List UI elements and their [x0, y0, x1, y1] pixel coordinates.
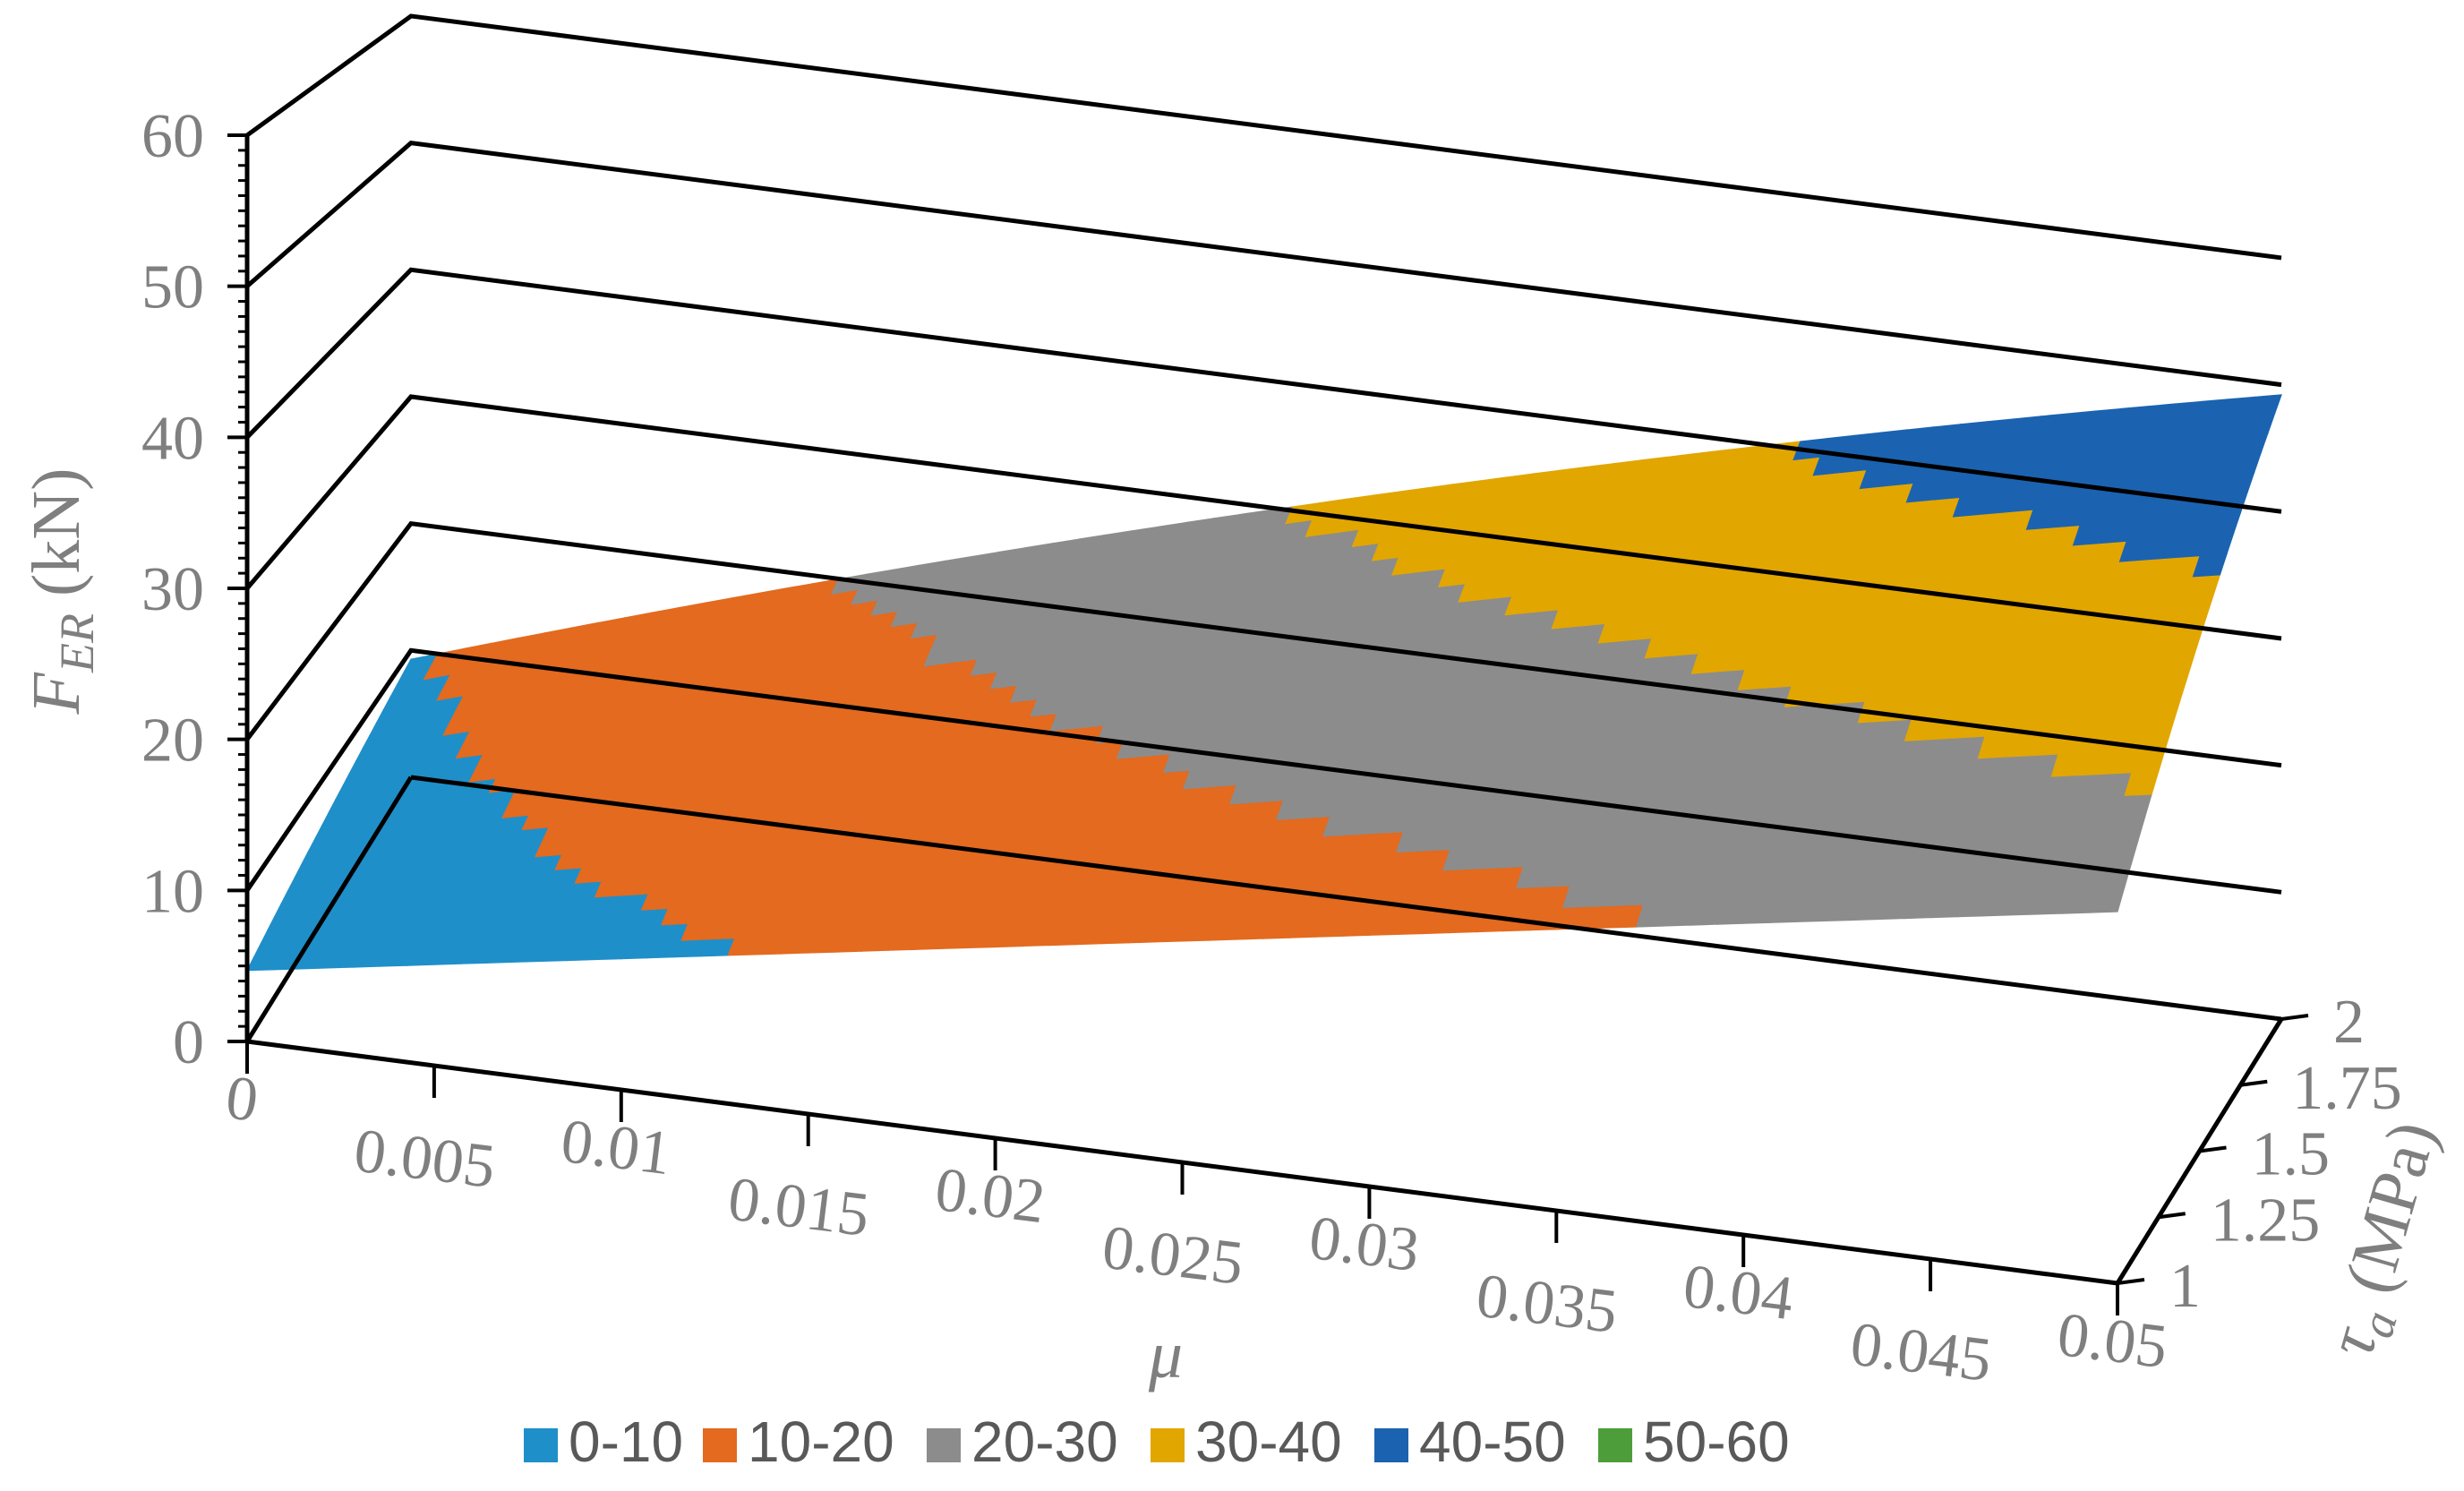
y-tick-label: 0 [173, 1008, 204, 1077]
x-tick-label: 0.015 [724, 1164, 873, 1250]
x-tick-label: 0.035 [1473, 1261, 1621, 1347]
x-tick-label: 0.01 [558, 1107, 675, 1188]
legend: 0-10 10-20 20-30 30-40 40-50 50-60 [524, 1410, 1790, 1474]
floor-back-edge [410, 775, 2282, 1022]
gridline-y [245, 140, 2282, 388]
legend-label: 50-60 [1643, 1410, 1790, 1474]
z-tick-label: 1 [2169, 1252, 2201, 1321]
legend-label: 10-20 [748, 1410, 894, 1474]
x-tick-label: 0.025 [1099, 1213, 1247, 1298]
x-tick-label: 0 [222, 1063, 261, 1135]
legend-label: 20-30 [971, 1410, 1118, 1474]
floor-left-edge [244, 775, 414, 1043]
y-tick-label: 30 [141, 555, 204, 624]
legend-swatch [703, 1428, 737, 1462]
gridlines [244, 13, 2282, 895]
gridline-y [245, 267, 2282, 514]
surface-cell [2246, 394, 2282, 417]
y-tick-label: 50 [141, 253, 204, 322]
z-tick-mark [2158, 1212, 2186, 1220]
z-tick-label: 1.25 [2211, 1186, 2321, 1255]
surface-plot [246, 394, 2282, 972]
y-axis-title: FER (kN) [19, 468, 104, 716]
legend-label: 40-50 [1419, 1410, 1566, 1474]
gridline-y [245, 13, 2282, 261]
y-tick-label: 40 [141, 404, 204, 473]
gridline-y [245, 394, 2282, 641]
x-tick-label: 0.03 [1305, 1204, 1423, 1285]
legend-swatch [524, 1428, 558, 1462]
gridline-y [244, 647, 2282, 895]
y-tick-label: 10 [141, 857, 204, 926]
z-tick-label: 1.75 [2292, 1054, 2402, 1123]
z-tick-label: 2 [2333, 988, 2365, 1057]
y-tick-label: 60 [141, 102, 204, 171]
legend-swatch [1598, 1428, 1632, 1462]
gridline-y [245, 520, 2282, 768]
x-tick-label: 0.045 [1847, 1309, 1996, 1395]
x-tick-label: 0.05 [2054, 1300, 2171, 1382]
z-tick-mark [2199, 1145, 2227, 1153]
legend-label: 0-10 [569, 1410, 683, 1474]
z-tick-label: 1.5 [2252, 1120, 2331, 1189]
x-axis-title: μ [1148, 1317, 1183, 1392]
y-tick-label: 20 [141, 707, 204, 775]
x-tick-label: 0.02 [931, 1155, 1048, 1237]
z-tick-mark [2280, 1014, 2309, 1021]
tick-labels: 0 10 20 30 40 50 60 0 0.005 0.01 0.015 0.02 0.025 0.0… [141, 102, 2402, 1395]
legend-label: 30-40 [1195, 1410, 1342, 1474]
z-tick-mark [2117, 1278, 2145, 1285]
x-tick-label: 0.005 [350, 1116, 499, 1202]
legend-swatch [1374, 1428, 1408, 1462]
legend-swatch [1151, 1428, 1185, 1462]
z-axis-title: τa (MPa) [2313, 1113, 2460, 1367]
z-tick-mark [2239, 1079, 2268, 1087]
legend-swatch [927, 1428, 961, 1462]
x-tick-label: 0.04 [1680, 1252, 1797, 1333]
